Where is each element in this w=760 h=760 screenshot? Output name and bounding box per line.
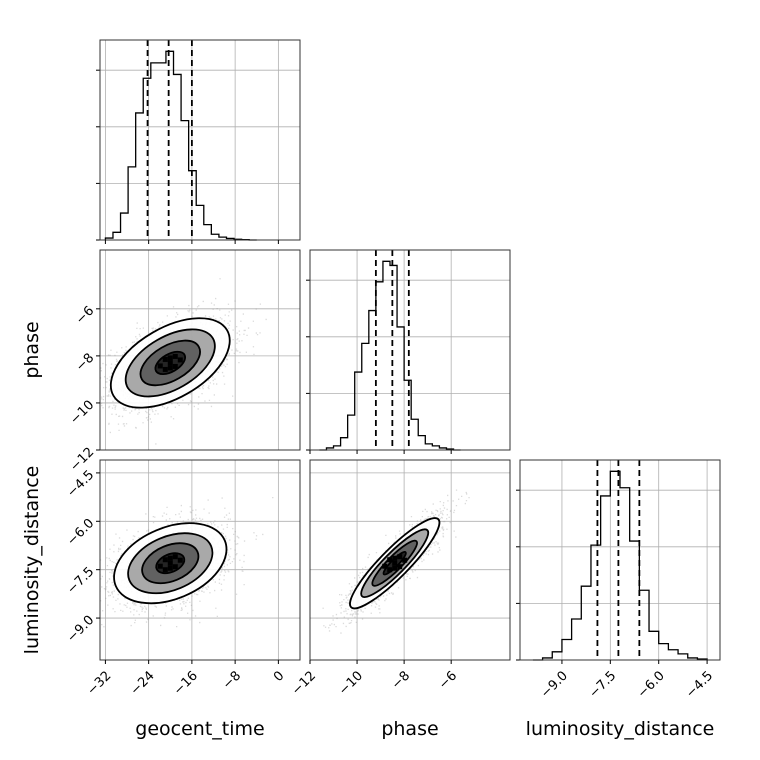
density-cell: [177, 357, 183, 363]
density-cell: [387, 557, 393, 563]
scatter-points: [100, 497, 274, 628]
panel-background: [520, 460, 720, 660]
density-cell: [167, 365, 173, 371]
x-axis-label-phase: phase: [381, 718, 438, 740]
density-cell: [162, 356, 168, 362]
x-tick-label: −32: [84, 668, 114, 698]
density-cell: [172, 564, 178, 570]
y-tick-label: −6: [73, 304, 97, 328]
scatter-points: [100, 278, 267, 445]
x-tick-label: −8: [220, 668, 244, 692]
histogram-panel-geocent_time: [96, 39, 301, 241]
density-cell: [167, 355, 173, 361]
x-tick-label: −6.0: [635, 668, 668, 701]
scatter-panel-luminosity_distance-vs-phase: [309, 459, 511, 661]
density-cell: [392, 565, 398, 571]
histogram-panel-luminosity_distance: [516, 459, 721, 661]
density-cell: [387, 567, 393, 573]
scatter-panel-luminosity_distance-vs-geocent_time: [99, 459, 301, 661]
y-tick-label: −10: [67, 398, 97, 428]
density-cell: [172, 554, 178, 560]
density-cell: [162, 557, 168, 563]
y-tick-label: −7.5: [64, 564, 97, 597]
density-cell: [392, 555, 398, 561]
panel-frame: [309, 249, 511, 451]
scatter-points: [322, 489, 470, 634]
x-tick-label: −9.0: [538, 668, 571, 701]
y-tick-label: −12: [67, 445, 97, 475]
histogram-panel-phase: [306, 249, 511, 451]
y-axis-label-luminosity_distance: luminosity_distance: [21, 466, 43, 655]
density-cell: [162, 567, 168, 573]
density-cell: [392, 560, 398, 566]
density-cell: [167, 555, 173, 561]
panel-frame: [99, 39, 301, 241]
density-cell: [157, 563, 163, 569]
density-cell: [167, 565, 173, 571]
y-tick-label: −8: [73, 351, 97, 375]
density-cell: [402, 557, 408, 563]
panel-frame: [99, 459, 301, 661]
y-tick-label: −4.5: [64, 468, 97, 501]
y-tick-label: −6.0: [64, 516, 97, 549]
panel-background: [310, 250, 510, 450]
panel-frame: [309, 459, 511, 661]
scatter-panel-phase-vs-geocent_time: [99, 249, 301, 451]
density-cell: [172, 353, 178, 359]
panel-background: [100, 40, 300, 240]
y-axis-label-phase: phase: [21, 321, 43, 378]
histogram-step-luminosity_distance: [532, 470, 708, 661]
density-cell: [162, 366, 168, 372]
density-cell: [397, 554, 403, 560]
x-tick-label: −6: [436, 668, 460, 692]
corner-panels: [96, 39, 721, 661]
histogram-step-phase: [319, 260, 461, 451]
density-cell: [167, 360, 173, 366]
density-cell: [172, 363, 178, 369]
x-tick-label: −12: [289, 668, 319, 698]
x-axis-label-geocent_time: geocent_time: [135, 718, 264, 740]
density-cell: [167, 560, 173, 566]
x-tick-label: −10: [336, 668, 366, 698]
density-cell: [382, 563, 388, 569]
histogram-step-geocent_time: [104, 50, 257, 241]
y-tick-label: −9.0: [64, 613, 97, 646]
x-tick-label: 0: [271, 668, 287, 684]
x-axis-label-luminosity_distance: luminosity_distance: [526, 718, 715, 740]
density-cell: [397, 564, 403, 570]
panel-frame: [99, 249, 301, 451]
x-tick-label: −16: [171, 668, 201, 698]
x-tick-label: −7.5: [586, 668, 619, 701]
density-cell: [157, 363, 163, 369]
density-cell: [177, 557, 183, 563]
panel-frame: [519, 459, 721, 661]
x-tick-label: −4.5: [683, 668, 716, 701]
x-tick-label: −24: [128, 668, 158, 698]
x-tick-label: −8: [389, 668, 413, 692]
